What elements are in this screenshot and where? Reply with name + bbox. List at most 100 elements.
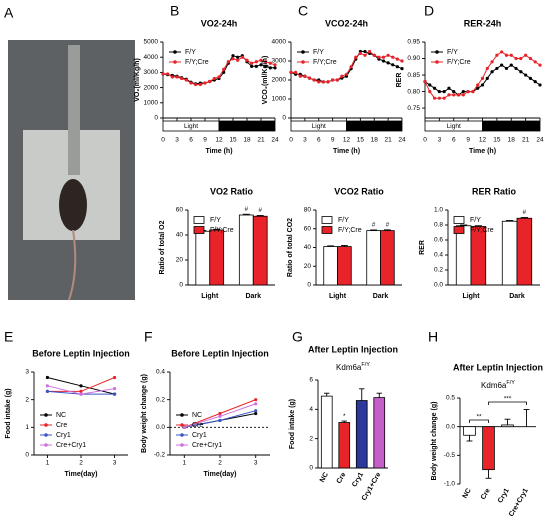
chart-subtitle: Kdm6aF/Y xyxy=(481,380,515,390)
data-point xyxy=(264,64,268,68)
legend-label: Cre+Cry1 xyxy=(56,442,86,449)
legend-marker xyxy=(301,50,305,54)
phase-label: Light xyxy=(184,123,198,130)
significance-marker: * xyxy=(343,413,346,420)
x-tick-label: 6 xyxy=(452,137,456,144)
x-tick-label: 21 xyxy=(257,137,265,144)
y-axis-label: RER xyxy=(396,73,403,88)
bar xyxy=(463,426,476,436)
x-tick-label: 9 xyxy=(331,137,335,144)
subtitle-superscript: F/Y xyxy=(506,380,515,386)
data-point xyxy=(377,55,381,59)
data-point xyxy=(358,51,362,56)
data-point xyxy=(476,86,480,90)
x-tick-label: 0 xyxy=(289,137,293,144)
data-point xyxy=(175,75,179,79)
chart-title: VCO2 Ratio xyxy=(334,186,384,196)
y-axis-label: RER xyxy=(419,240,426,255)
x-tick-label: 24 xyxy=(536,137,544,144)
data-point xyxy=(298,74,302,78)
y-tick-label: 0 xyxy=(282,115,286,122)
legend-label: F/Y xyxy=(185,49,196,56)
data-point xyxy=(326,80,330,84)
data-point xyxy=(184,78,188,82)
x-axis-label: Time (h) xyxy=(205,148,232,155)
legend-marker xyxy=(44,423,48,427)
legend-label: NC xyxy=(192,412,202,419)
data-point xyxy=(231,54,235,58)
photo-frame xyxy=(68,45,80,175)
phase-label: Dark xyxy=(504,123,518,130)
photo-mouse xyxy=(59,179,87,231)
data-point xyxy=(400,59,404,63)
y-tick-label: 2000 xyxy=(272,77,287,84)
data-point xyxy=(236,58,240,62)
panel-letter: E xyxy=(4,329,13,345)
y-tick-label: 3000 xyxy=(272,58,287,65)
data-point xyxy=(79,384,83,388)
data-point xyxy=(368,49,372,54)
x-tick-label: 18 xyxy=(243,137,251,144)
y-tick-label: 0.4 xyxy=(434,252,443,259)
subtitle-superscript: F/Y xyxy=(361,362,370,368)
data-point xyxy=(381,59,386,63)
x-tick-label: 3 xyxy=(254,460,258,467)
legend-marker xyxy=(44,413,48,417)
data-point xyxy=(217,75,221,79)
legend-marker xyxy=(180,433,184,437)
legend-marker xyxy=(173,60,177,64)
y-axis-label: VCO₂(ml/Kg/h) xyxy=(262,56,269,105)
photo-tail xyxy=(68,229,77,301)
data-point xyxy=(495,53,499,57)
y-tick-label: 40 xyxy=(304,244,312,251)
data-point xyxy=(259,58,263,62)
significance-label: *** xyxy=(504,396,512,403)
data-point xyxy=(480,83,485,87)
x-tick-label: 3 xyxy=(113,460,117,467)
data-point xyxy=(254,409,258,413)
x-tick-label: 15 xyxy=(493,137,501,144)
panel-letter: B xyxy=(170,3,179,19)
y-tick-label: 1000 xyxy=(144,100,159,107)
data-point xyxy=(245,58,249,62)
data-point xyxy=(386,53,390,57)
data-point xyxy=(289,70,293,74)
data-point xyxy=(273,63,277,67)
data-point xyxy=(231,57,235,61)
legend-marker xyxy=(44,443,48,447)
data-point xyxy=(112,392,117,396)
y-tick-label: 40 xyxy=(176,232,184,239)
data-point xyxy=(273,66,277,70)
x-tick-label: 0 xyxy=(423,137,427,144)
chart-title: Before Leptin Injection xyxy=(171,348,269,358)
data-point xyxy=(254,60,258,64)
data-point xyxy=(79,389,83,393)
data-point xyxy=(456,93,461,97)
data-point xyxy=(79,392,83,396)
phase-label: Light xyxy=(312,123,326,130)
y-tick-label: 0.95 xyxy=(407,39,420,46)
y-tick-label: -0.5 xyxy=(444,452,456,459)
x-tick-label: Cre xyxy=(336,471,348,485)
data-point xyxy=(161,72,165,76)
y-axis-label: Ratio of total CO2 xyxy=(287,218,294,277)
y-tick-label: 0.2 xyxy=(434,267,443,274)
x-tick-label: 24 xyxy=(271,137,279,144)
y-tick-label: 3000 xyxy=(144,69,159,76)
data-point xyxy=(208,79,212,84)
y-tick-label: 0 xyxy=(25,452,29,459)
data-point xyxy=(476,83,480,87)
x-tick-label: 6 xyxy=(317,137,321,144)
y-tick-label: -1.0 xyxy=(444,481,456,488)
data-point xyxy=(335,78,339,82)
x-tick-label: Light xyxy=(462,293,480,300)
chart-title: After Leptin Injection xyxy=(453,362,543,372)
y-tick-label: 2 xyxy=(309,435,313,442)
data-point xyxy=(452,89,456,94)
data-point xyxy=(428,83,432,87)
chart-title: RER-24h xyxy=(464,18,502,28)
data-point xyxy=(447,93,451,97)
data-point xyxy=(437,89,441,94)
y-tick-label: 4000 xyxy=(272,39,287,46)
panel-letter: H xyxy=(428,329,438,345)
